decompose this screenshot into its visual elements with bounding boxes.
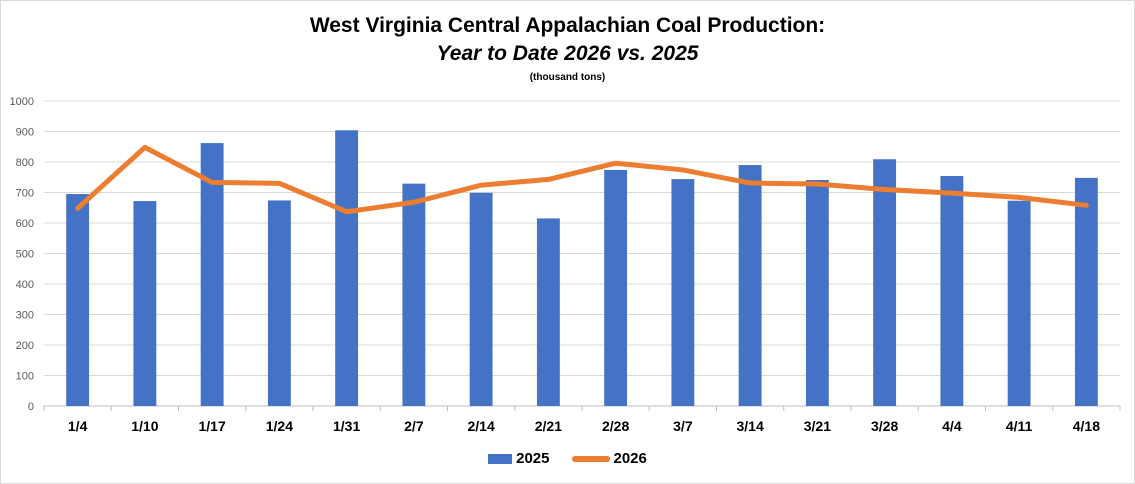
x-tick-label: 2/28 bbox=[602, 418, 629, 434]
bar-2025 bbox=[267, 200, 291, 406]
bar-2025 bbox=[335, 130, 359, 406]
legend-item-2025: 2025 bbox=[488, 450, 550, 467]
x-tick-label: 1/4 bbox=[68, 418, 88, 434]
bar-2025 bbox=[1007, 200, 1031, 406]
x-tick-label: 1/24 bbox=[266, 418, 293, 434]
bar-2025 bbox=[940, 176, 964, 406]
bar-2025 bbox=[200, 143, 224, 406]
y-tick-label: 900 bbox=[16, 127, 34, 139]
units-label: (thousand tons) bbox=[529, 72, 606, 83]
y-tick-label: 1000 bbox=[10, 96, 34, 108]
x-tick-label: 4/11 bbox=[1006, 418, 1033, 434]
chart-subtitle: Year to Date 2026 vs. 2025 bbox=[436, 42, 699, 65]
bar-2025 bbox=[805, 179, 829, 406]
bar-2025 bbox=[873, 159, 897, 406]
y-tick-label: 800 bbox=[16, 157, 34, 169]
bar-2025 bbox=[469, 192, 493, 406]
x-tick-label: 4/4 bbox=[942, 418, 962, 434]
bar-2025 bbox=[671, 179, 695, 406]
bar-2025 bbox=[536, 218, 560, 406]
legend-label-2026: 2026 bbox=[613, 450, 647, 467]
y-tick-label: 500 bbox=[16, 249, 34, 261]
y-tick-label: 100 bbox=[16, 371, 34, 383]
legend-item-2026: 2026 bbox=[571, 450, 647, 467]
x-tick-label: 1/17 bbox=[199, 418, 226, 434]
title-block: West Virginia Central Appalachian Coal P… bbox=[0, 12, 1135, 83]
y-tick-label: 0 bbox=[28, 401, 34, 413]
legend-swatch-2026 bbox=[571, 455, 610, 462]
x-tick-label: 3/7 bbox=[673, 418, 693, 434]
line-2026 bbox=[75, 144, 1089, 215]
legend-swatch-2025 bbox=[488, 453, 513, 464]
x-tick-label: 3/14 bbox=[737, 418, 764, 434]
legend-label-2025: 2025 bbox=[516, 450, 550, 467]
x-tick-label: 1/10 bbox=[131, 418, 158, 434]
x-tick-label: 2/21 bbox=[535, 418, 562, 434]
x-tick-label: 2/14 bbox=[468, 418, 495, 434]
bar-2025 bbox=[66, 194, 90, 406]
y-tick-label: 300 bbox=[16, 310, 34, 322]
y-tick-label: 700 bbox=[16, 188, 34, 200]
x-tick-label: 2/7 bbox=[404, 418, 424, 434]
chart-title: West Virginia Central Appalachian Coal P… bbox=[309, 14, 826, 37]
bar-2025 bbox=[738, 165, 762, 406]
x-tick-label: 3/21 bbox=[804, 418, 831, 434]
x-tick-label: 4/18 bbox=[1073, 418, 1100, 434]
y-tick-label: 600 bbox=[16, 218, 34, 230]
x-tick-label: 1/31 bbox=[333, 418, 360, 434]
bar-2025 bbox=[604, 169, 628, 406]
bar-2025 bbox=[1074, 177, 1098, 406]
legend: 2025 2026 bbox=[0, 450, 1135, 467]
bar-2025 bbox=[402, 183, 426, 406]
y-tick-label: 200 bbox=[16, 340, 34, 352]
y-tick-label: 400 bbox=[16, 279, 34, 291]
bar-2025 bbox=[133, 201, 157, 406]
x-tick-label: 3/28 bbox=[871, 418, 898, 434]
